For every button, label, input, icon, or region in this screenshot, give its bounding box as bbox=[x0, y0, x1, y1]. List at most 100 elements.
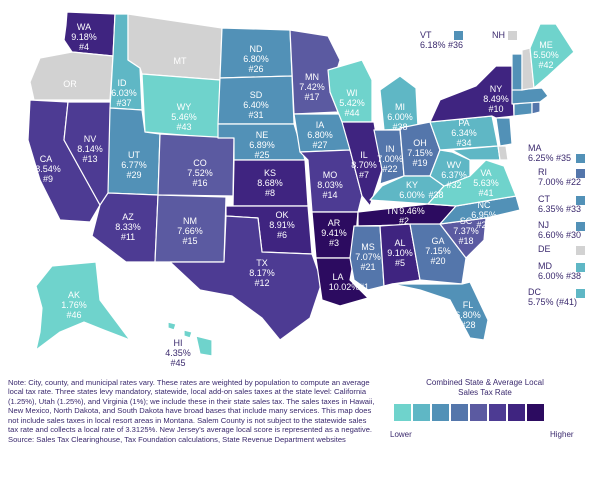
svg-text:AK: AK bbox=[68, 290, 80, 300]
svg-text:ID: ID bbox=[118, 78, 128, 88]
svg-text:NV: NV bbox=[84, 134, 97, 144]
svg-text:#5: #5 bbox=[395, 258, 405, 268]
svg-text:#10: #10 bbox=[488, 104, 503, 114]
svg-text:SC: SC bbox=[460, 216, 473, 226]
svg-text:#29: #29 bbox=[126, 170, 141, 180]
svg-text:#24: #24 bbox=[476, 220, 491, 230]
state-ME bbox=[529, 23, 575, 89]
svg-text:#37: #37 bbox=[116, 98, 131, 108]
side-swatch-DE bbox=[576, 246, 585, 255]
label-GA: GA7.15%#20 bbox=[425, 236, 451, 266]
legend-swatch-4 bbox=[451, 404, 468, 421]
svg-text:TN: TN bbox=[386, 206, 398, 216]
svg-text:#3: #3 bbox=[329, 238, 339, 248]
label-VA: VA5.63%#41 bbox=[473, 168, 499, 198]
svg-text:AL: AL bbox=[394, 238, 405, 248]
svg-text:OK: OK bbox=[275, 210, 288, 220]
label-PA: PA6.34%#34 bbox=[451, 118, 477, 148]
svg-text:7.15%: 7.15% bbox=[407, 148, 433, 158]
svg-text:#34: #34 bbox=[456, 138, 471, 148]
svg-text:6.37%: 6.37% bbox=[441, 170, 467, 180]
label-MI: MI6.00%#38 bbox=[387, 102, 413, 132]
side-swatch-NH bbox=[508, 31, 517, 40]
state-IN bbox=[373, 129, 405, 185]
svg-text:7.52%: 7.52% bbox=[187, 168, 213, 178]
svg-text:#6: #6 bbox=[277, 230, 287, 240]
svg-text:5.50%: 5.50% bbox=[533, 50, 559, 60]
legend-swatch-7 bbox=[508, 404, 525, 421]
svg-text:WV: WV bbox=[447, 160, 462, 170]
side-label-DC: DC 5.75% (#41) bbox=[528, 287, 578, 307]
side-swatch-NJ bbox=[576, 222, 585, 231]
svg-text:10.02%: 10.02% bbox=[329, 282, 360, 292]
svg-text:NE: NE bbox=[256, 130, 269, 140]
svg-text:8.03%: 8.03% bbox=[317, 180, 343, 190]
us-sales-tax-map: WA9.18%#4 OR CA8.54%#9 NV8.14%#13 ID6.03… bbox=[27, 11, 575, 368]
label-KY: KY6.00% #38 bbox=[399, 180, 443, 200]
state-NJ bbox=[495, 117, 513, 147]
label-CO: CO7.52%#16 bbox=[187, 158, 213, 188]
svg-text:AZ: AZ bbox=[122, 212, 134, 222]
label-AL: AL9.10%#5 bbox=[387, 238, 413, 268]
svg-text:9.18%: 9.18% bbox=[71, 32, 97, 42]
svg-text:GA: GA bbox=[431, 236, 444, 246]
label-ND: ND6.80%#26 bbox=[243, 44, 269, 74]
svg-text:8.70%: 8.70% bbox=[351, 160, 377, 170]
svg-text:KS: KS bbox=[264, 168, 276, 178]
label-WA: WA9.18%#4 bbox=[71, 22, 97, 52]
label-NY: NY8.49%#10 bbox=[483, 84, 509, 114]
svg-text:6.00%: 6.00% bbox=[387, 112, 413, 122]
svg-text:#4: #4 bbox=[79, 42, 89, 52]
label-WY: WY5.46%#43 bbox=[171, 102, 197, 132]
state-MT bbox=[127, 13, 223, 81]
state-MI bbox=[379, 75, 419, 131]
svg-text:#18: #18 bbox=[458, 236, 473, 246]
label-FL: FL6.80%#28 bbox=[455, 300, 481, 330]
label-ID: ID6.03%#37 bbox=[111, 78, 137, 108]
svg-text:WY: WY bbox=[177, 102, 192, 112]
svg-text:NM: NM bbox=[183, 216, 197, 226]
svg-text:6.89%: 6.89% bbox=[249, 140, 275, 150]
svg-text:5.42%: 5.42% bbox=[339, 98, 365, 108]
svg-text:6.00%: 6.00% bbox=[399, 190, 425, 200]
svg-text:4.35%: 4.35% bbox=[165, 348, 191, 358]
state-AL bbox=[379, 223, 421, 287]
svg-text:SD: SD bbox=[250, 90, 263, 100]
label-TN: TN 9.46%#2 bbox=[386, 206, 425, 226]
svg-text:MI: MI bbox=[395, 102, 405, 112]
svg-text:#38: #38 bbox=[392, 122, 407, 132]
svg-text:#31: #31 bbox=[248, 110, 263, 120]
svg-text:9.10%: 9.10% bbox=[387, 248, 413, 258]
svg-text:8.33%: 8.33% bbox=[115, 222, 141, 232]
state-AK bbox=[35, 261, 131, 351]
svg-text:8.54%: 8.54% bbox=[35, 164, 61, 174]
label-KS: KS8.68%#8 bbox=[257, 168, 283, 198]
state-GA bbox=[409, 223, 467, 285]
svg-text:UT: UT bbox=[128, 150, 140, 160]
state-VA bbox=[427, 159, 517, 207]
svg-text:#7: #7 bbox=[359, 170, 369, 180]
svg-text:#16: #16 bbox=[192, 178, 207, 188]
label-ME: ME5.50%#42 bbox=[533, 40, 559, 70]
svg-text:7.00%: 7.00% bbox=[377, 154, 403, 164]
label-WV: WV6.37%#32 bbox=[441, 160, 467, 190]
label-UT: UT6.77%#29 bbox=[121, 150, 147, 180]
legend-swatch-1 bbox=[394, 404, 411, 421]
svg-text:6.40%: 6.40% bbox=[243, 100, 269, 110]
svg-text:5.46%: 5.46% bbox=[171, 112, 197, 122]
source-text: Source: Sales Tax Clearinghouse, Tax Fou… bbox=[8, 435, 346, 445]
label-TX: TX8.17%#12 bbox=[249, 258, 275, 288]
svg-text:1.76%: 1.76% bbox=[61, 300, 87, 310]
state-FL bbox=[391, 281, 489, 341]
svg-text:NC: NC bbox=[478, 200, 491, 210]
svg-text:6.80%: 6.80% bbox=[243, 54, 269, 64]
label-OR: OR bbox=[63, 79, 77, 89]
svg-text:7.15%: 7.15% bbox=[425, 246, 451, 256]
svg-text:6.80%: 6.80% bbox=[307, 130, 333, 140]
label-AZ: AZ8.33%#11 bbox=[115, 212, 141, 242]
svg-text:#8: #8 bbox=[265, 188, 275, 198]
svg-text:VA: VA bbox=[480, 168, 491, 178]
svg-text:6.03%: 6.03% bbox=[111, 88, 137, 98]
footnote: Note: City, county, and municipal rates … bbox=[8, 378, 376, 445]
